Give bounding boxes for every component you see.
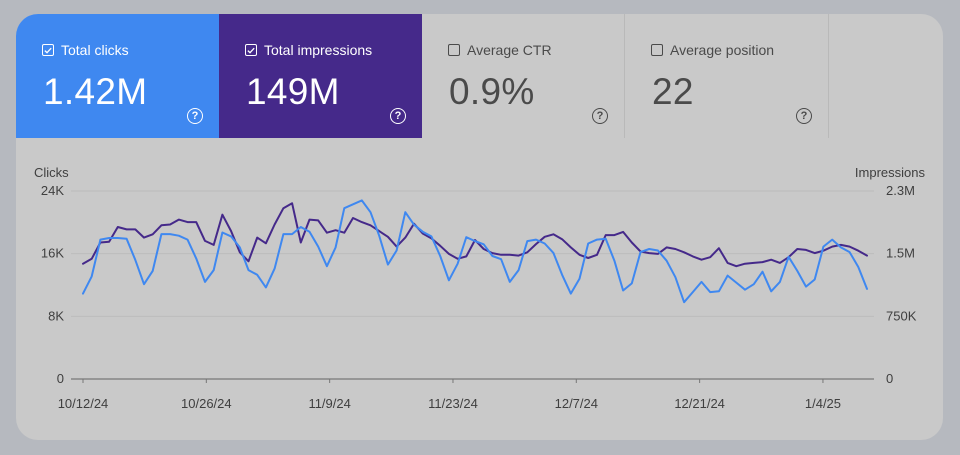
checkbox-checked-icon[interactable] [245,44,257,56]
y-right-tick-label: 0 [886,371,893,386]
checkbox-unchecked-icon[interactable] [651,44,663,56]
metric-tiles: Total clicks 1.42M ? Total impressions 1… [16,14,829,138]
x-tick-label: 12/21/24 [674,396,725,411]
metric-label: Total clicks [61,42,129,58]
metric-value: 0.9% [449,71,535,112]
metric-header: Total clicks [42,42,129,58]
y-left-tick-label: 24K [41,183,64,198]
checkbox-unchecked-icon[interactable] [448,44,460,56]
metric-header: Average CTR [448,42,552,58]
x-tick-label: 12/7/24 [555,396,598,411]
metric-tile-total-impressions[interactable]: Total impressions 149M ? [219,14,422,138]
metric-value: 149M [246,71,340,112]
help-icon[interactable]: ? [592,108,608,124]
metric-value: 1.42M [43,71,148,112]
help-icon[interactable]: ? [187,108,203,124]
x-tick-label: 11/23/24 [428,396,478,411]
y-left-axis-title: Clicks [34,165,69,180]
series-line-impressions [82,202,868,268]
metric-header: Total impressions [245,42,372,58]
chart-axes: 0 0 8K 750K 16K 1.5M 24K 2.3M Clicks Impressions 1… [34,165,926,411]
chart-series [82,199,868,304]
y-right-tick-label: 750K [886,308,917,323]
y-left-tick-label: 8K [48,308,64,323]
metric-label: Total impressions [264,42,373,58]
help-icon[interactable]: ? [796,108,812,124]
performance-chart[interactable]: 0 0 8K 750K 16K 1.5M 24K 2.3M Clicks Impressions 1… [16,14,943,440]
y-left-tick-label: 0 [57,371,64,386]
help-icon[interactable]: ? [390,108,406,124]
y-left-tick-label: 16K [41,246,64,261]
y-right-tick-label: 2.3M [886,183,915,198]
x-tick-label: 10/26/24 [181,396,232,411]
series-line-clicks [82,199,868,304]
y-right-tick-label: 1.5M [886,246,915,261]
metric-label: Average position [670,42,775,58]
x-tick-label: 10/12/24 [58,396,109,411]
performance-card: Total clicks 1.42M ? Total impressions 1… [16,14,943,440]
x-tick-label: 1/4/25 [805,396,841,411]
metric-value: 22 [652,71,694,112]
chart-gridlines [71,190,874,380]
metric-tile-average-ctr[interactable]: Average CTR 0.9% ? [422,14,625,138]
metric-header: Average position [651,42,774,58]
x-tick-label: 11/9/24 [308,396,350,411]
metric-tile-average-position[interactable]: Average position 22 ? [625,14,829,138]
metric-label: Average CTR [467,42,552,58]
y-right-axis-title: Impressions [855,165,926,180]
checkbox-checked-icon[interactable] [42,44,54,56]
metric-tile-total-clicks[interactable]: Total clicks 1.42M ? [16,14,219,138]
